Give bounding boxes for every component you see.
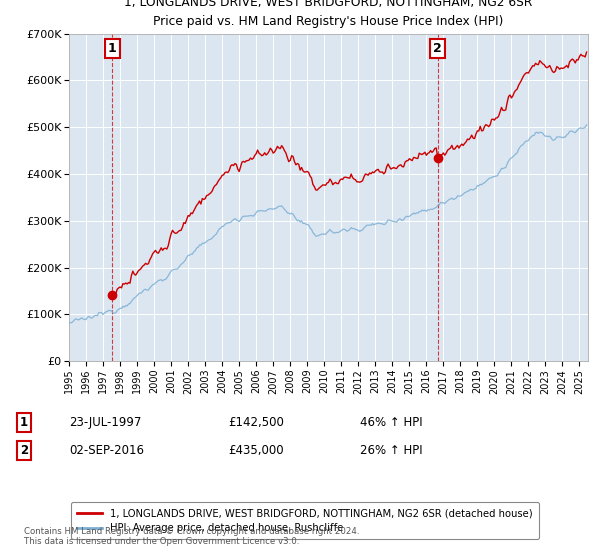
Text: 1: 1 [20,416,28,430]
Text: 1: 1 [108,42,117,55]
Text: 02-SEP-2016: 02-SEP-2016 [69,444,144,458]
Text: 46% ↑ HPI: 46% ↑ HPI [360,416,422,430]
Text: 26% ↑ HPI: 26% ↑ HPI [360,444,422,458]
Text: Contains HM Land Registry data © Crown copyright and database right 2024.
This d: Contains HM Land Registry data © Crown c… [24,526,359,546]
Text: 2: 2 [433,42,442,55]
Title: 1, LONGLANDS DRIVE, WEST BRIDGFORD, NOTTINGHAM, NG2 6SR
Price paid vs. HM Land R: 1, LONGLANDS DRIVE, WEST BRIDGFORD, NOTT… [124,0,533,28]
Text: £142,500: £142,500 [228,416,284,430]
Legend: 1, LONGLANDS DRIVE, WEST BRIDGFORD, NOTTINGHAM, NG2 6SR (detached house), HPI: A: 1, LONGLANDS DRIVE, WEST BRIDGFORD, NOTT… [71,502,539,539]
Text: £435,000: £435,000 [228,444,284,458]
Text: 23-JUL-1997: 23-JUL-1997 [69,416,142,430]
Text: 2: 2 [20,444,28,458]
